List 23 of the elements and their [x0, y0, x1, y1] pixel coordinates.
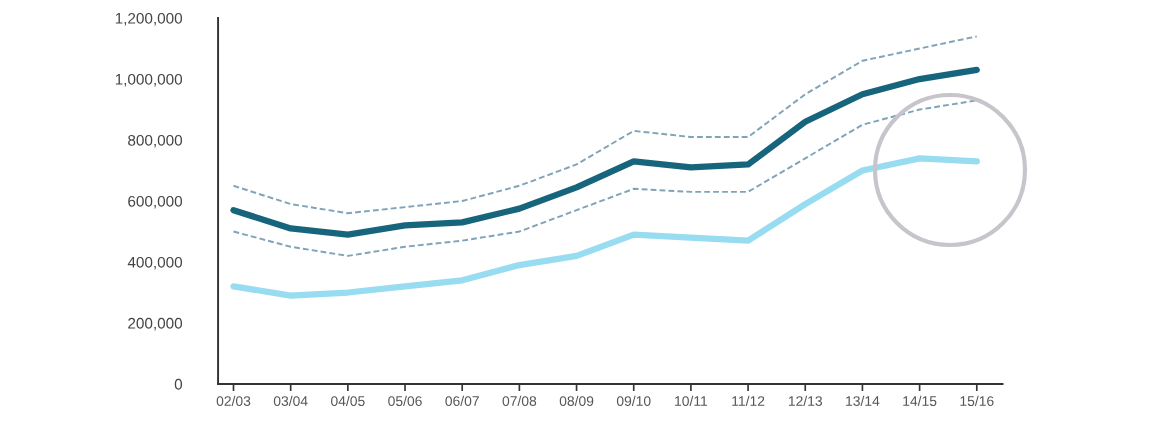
y-tick-label: 800,000 [128, 134, 183, 148]
x-tick-label: 09/10 [616, 395, 651, 406]
x-tick-label: 04/05 [331, 395, 365, 406]
x-tick-label: 14/15 [903, 395, 937, 406]
line-series [232, 99, 978, 257]
x-tick-label: 03/04 [273, 395, 308, 406]
x-tick-label: 10/11 [675, 395, 708, 406]
y-tick-label: 400,000 [127, 256, 183, 270]
x-tick-label: 05/06 [388, 395, 422, 406]
y-tick-label: 1,000,000 [115, 73, 183, 87]
x-tick-label: 13/14 [846, 395, 880, 406]
line-series [232, 35, 978, 215]
x-tick-label: 02/03 [216, 395, 251, 406]
x-tick-label: 06/07 [445, 395, 479, 406]
y-tick-label: 600,000 [128, 195, 183, 209]
y-tick-label: 0 [174, 378, 183, 390]
x-tick-label: 12/13 [788, 395, 823, 406]
x-tick-label: 15/16 [960, 395, 994, 406]
y-tick-label: 200,000 [128, 317, 183, 331]
x-tick-label: 11/12 [732, 395, 765, 406]
x-tick-label: 07/08 [502, 395, 537, 406]
x-tick-label: 08/09 [559, 395, 594, 406]
y-tick-label: 1,200,000 [115, 12, 183, 26]
